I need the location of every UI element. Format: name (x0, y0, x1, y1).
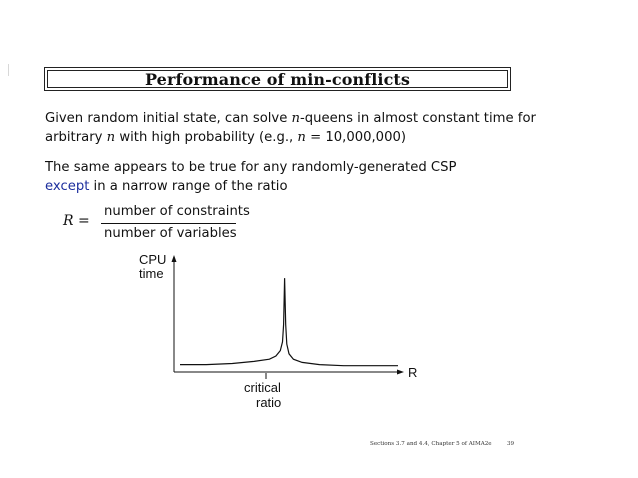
para1-line2-middle: with high probability (e.g., (115, 130, 298, 145)
math-equals: = (305, 130, 326, 145)
slide-title-box: Performance of min-conflicts (44, 67, 511, 91)
slide-title-frame: Performance of min-conflicts (47, 69, 508, 89)
margin-mark (8, 64, 9, 76)
para1-line1-before: Given random initial state, can solve (45, 111, 292, 126)
critical-ratio-label-line-2: ratio (256, 395, 282, 410)
x-axis-label: R (408, 365, 418, 380)
footer-source: Sections 3.7 and 4.4, Chapter 5 of AIMA2… (370, 441, 492, 447)
para1-line2-value: 10,000,000 (325, 130, 401, 145)
para1-line1-after: -queens in almost constant time for (300, 111, 536, 126)
footer-page-number: 39 (507, 441, 515, 447)
paragraph-2-line-2: except in a narrow range of the ratio (45, 176, 288, 197)
paragraph-1-line-2: arbitrary n with high probability (e.g.,… (45, 127, 406, 148)
math-var-n: n (297, 130, 306, 145)
math-var-n: n (291, 111, 301, 126)
y-axis-label-line-1: CPU (139, 252, 167, 267)
para1-line2-close: ) (400, 130, 407, 145)
fraction-bar (101, 223, 236, 224)
math-var-n: n (106, 130, 116, 145)
paragraph-1-line-1: Given random initial state, can solve n-… (45, 108, 536, 129)
critical-ratio-label-line-1: critical (244, 380, 281, 395)
except-highlight: except (45, 179, 90, 194)
formula-equals: = (78, 213, 90, 229)
x-axis-arrowhead (397, 369, 404, 375)
cpu-time-curve (180, 278, 398, 367)
y-axis-arrowhead (171, 255, 177, 262)
formula-denominator: number of variables (104, 226, 237, 241)
slide-title: Performance of min-conflicts (144, 69, 411, 89)
para1-line2-before: arbitrary (45, 130, 107, 145)
formula-numerator: number of constraints (104, 204, 250, 219)
y-axis-label-line-2: time (139, 266, 164, 281)
formula-lhs: R = (63, 213, 90, 229)
paragraph-2-line-1: The same appears to be true for any rand… (45, 160, 457, 175)
para2-line2-rest: in a narrow range of the ratio (89, 179, 288, 194)
formula-var-r: R (63, 213, 74, 229)
